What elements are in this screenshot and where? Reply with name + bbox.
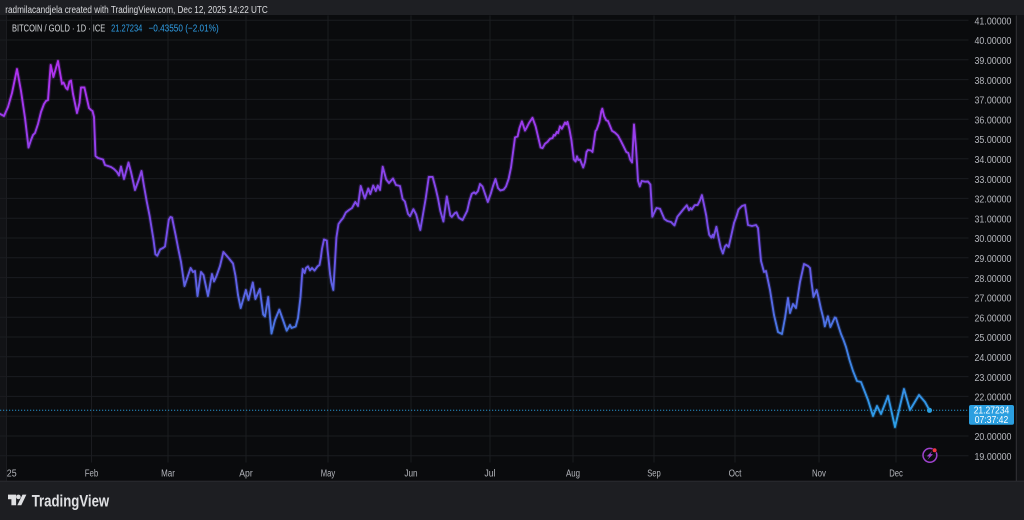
svg-text:Aug: Aug (566, 469, 580, 480)
svg-text:34.00000: 34.00000 (975, 155, 1012, 166)
svg-text:36.00000: 36.00000 (975, 115, 1012, 126)
svg-text:Sep: Sep (647, 469, 661, 480)
svg-text:33.00000: 33.00000 (975, 175, 1012, 186)
svg-text:41.00000: 41.00000 (975, 16, 1012, 27)
svg-text:38.00000: 38.00000 (975, 76, 1012, 87)
svg-text:TradingView: TradingView (32, 491, 110, 510)
svg-text:27.00000: 27.00000 (975, 294, 1012, 305)
svg-text:Feb: Feb (85, 469, 99, 480)
svg-text:−0.43550 (−2.01%): −0.43550 (−2.01%) (149, 24, 219, 35)
svg-text:May: May (321, 469, 335, 480)
svg-text:radmilacandjela created with T: radmilacandjela created with TradingView… (5, 5, 268, 16)
svg-text:22.00000: 22.00000 (975, 393, 1012, 404)
svg-text:28.00000: 28.00000 (975, 274, 1012, 285)
svg-text:Apr: Apr (239, 469, 253, 480)
svg-text:31.00000: 31.00000 (975, 214, 1012, 225)
svg-text:21.27234: 21.27234 (111, 24, 143, 35)
svg-text:Oct: Oct (729, 469, 742, 480)
svg-text:Mar: Mar (161, 469, 175, 480)
svg-text:Jul: Jul (484, 469, 495, 480)
svg-text:20.00000: 20.00000 (975, 432, 1012, 443)
svg-text:23.00000: 23.00000 (975, 373, 1012, 384)
svg-text:07:37:42: 07:37:42 (975, 415, 1009, 426)
svg-text:26.00000: 26.00000 (975, 313, 1012, 324)
svg-text:Dec: Dec (889, 469, 903, 480)
svg-text:29.00000: 29.00000 (975, 254, 1012, 265)
svg-text:40.00000: 40.00000 (975, 36, 1012, 47)
svg-text:Nov: Nov (812, 469, 826, 480)
svg-text:30.00000: 30.00000 (975, 234, 1012, 245)
svg-text:32.00000: 32.00000 (975, 195, 1012, 206)
svg-text:BITCOIN / GOLD · 1D · ICE: BITCOIN / GOLD · 1D · ICE (12, 24, 106, 35)
svg-text:24.00000: 24.00000 (975, 353, 1012, 364)
svg-text:25: 25 (7, 469, 17, 480)
svg-text:37.00000: 37.00000 (975, 96, 1012, 107)
svg-text:21.27234: 21.27234 (974, 406, 1010, 417)
svg-text:39.00000: 39.00000 (975, 56, 1012, 67)
svg-text:19.00000: 19.00000 (975, 452, 1012, 463)
svg-text:25.00000: 25.00000 (975, 333, 1012, 344)
svg-text:Jun: Jun (404, 469, 417, 480)
svg-text:35.00000: 35.00000 (975, 135, 1012, 146)
